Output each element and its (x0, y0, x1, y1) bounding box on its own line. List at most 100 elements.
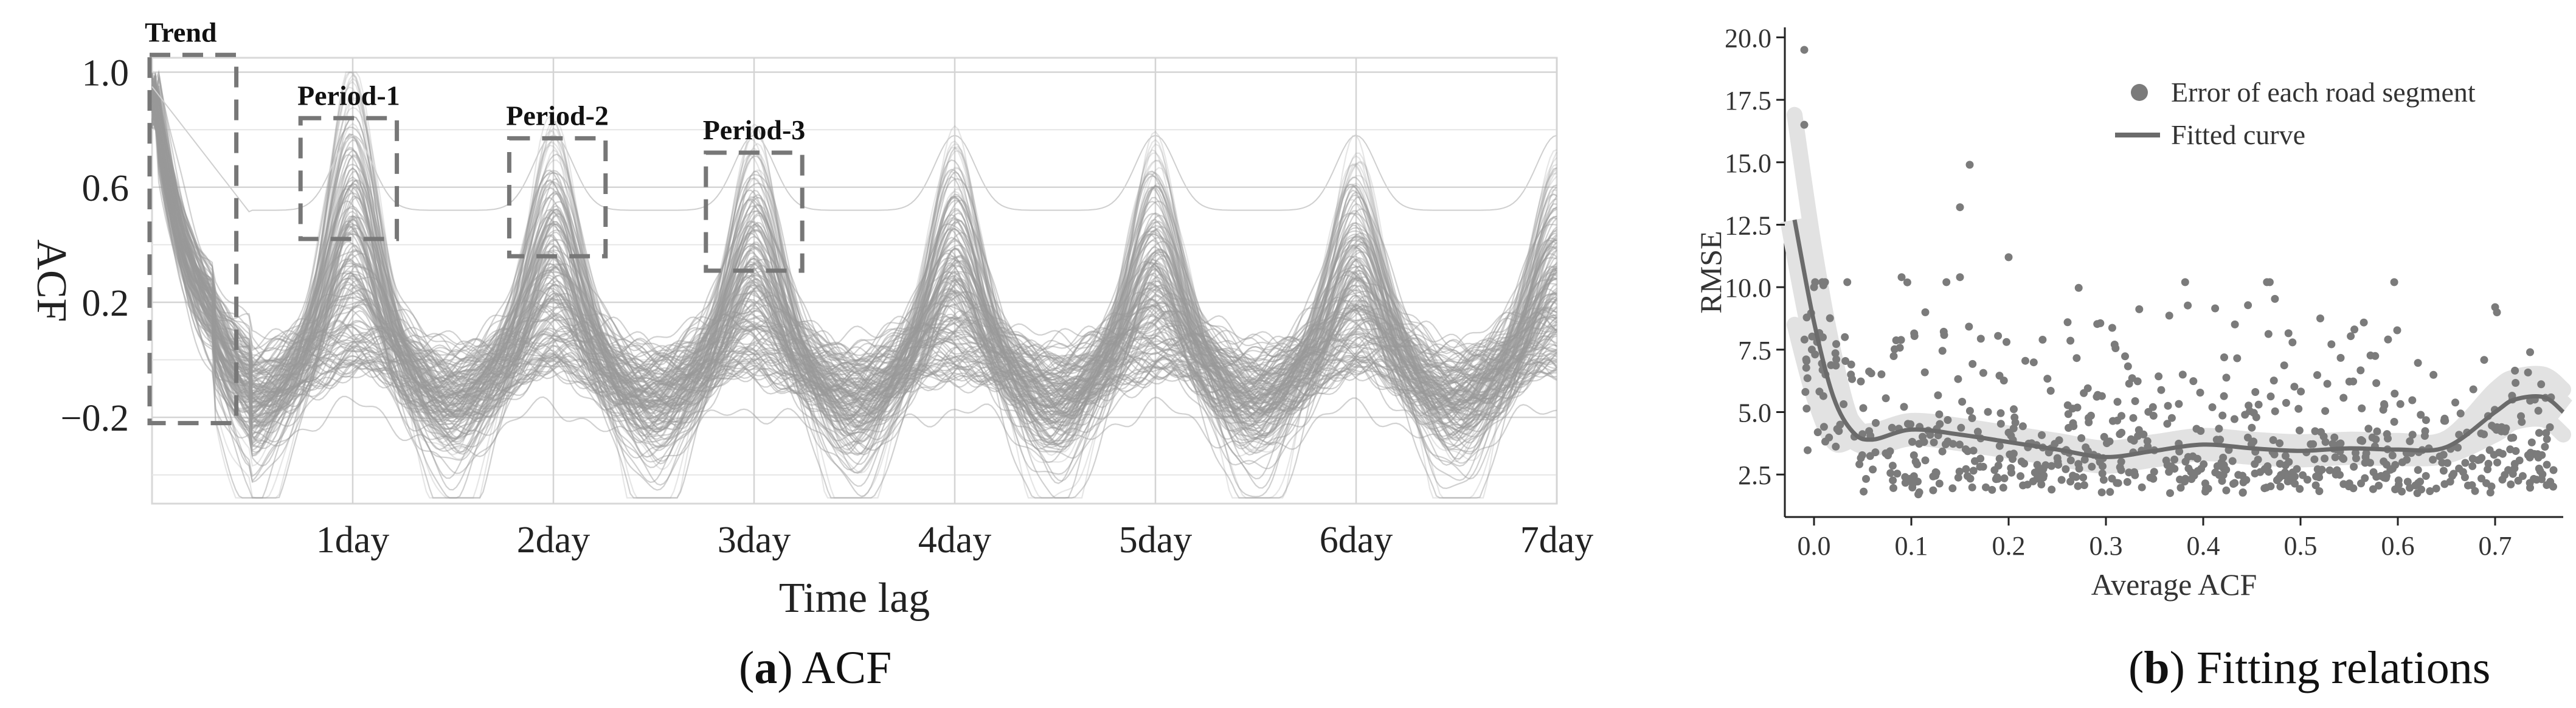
panel-a-acf-curve (151, 78, 1557, 420)
panel-b-scatter-point (2393, 326, 2401, 335)
panel-b-scatter-point (2113, 479, 2121, 487)
panel-b-scatter-point (1994, 462, 2003, 470)
panel-a-acf-curve (151, 75, 1557, 409)
panel-a-acf-curve (151, 122, 1557, 456)
panel-a-annotation-boxes: Trend Period-1 Period-2 Period-3 (145, 16, 805, 426)
panel-b-scatter-point (2131, 471, 2139, 479)
panel-b-scatter-point (2281, 452, 2290, 460)
panel-a-acf-curve (151, 78, 1557, 396)
panel-b-scatter-point-outlier (1956, 273, 1964, 282)
panel-b-scatter-point (2031, 468, 2039, 477)
panel-b-scatter-point-outlier (1810, 283, 1818, 291)
panel-a-acf-curve (151, 94, 1557, 474)
panel-b-scatter-point (2384, 335, 2392, 344)
panel-a-acf-chart: Trend Period-1 Period-2 Period-3 1.0 0.6 0.2 −… (28, 16, 1593, 622)
panel-a-acf-curve (151, 108, 1557, 440)
panel-b-y-axis-label: RMSE (1694, 231, 1728, 313)
panel-a-acf-curve (151, 75, 1557, 415)
panel-a-acf-curve (151, 96, 1557, 395)
panel-a-acf-curve (151, 72, 1557, 381)
panel-b-scatter-point (2125, 468, 2133, 477)
panel-b-scatter-point (2290, 383, 2299, 391)
panel-a-acf-curve (151, 80, 1557, 440)
panel-b-scatter-point (2450, 470, 2458, 478)
panel-b-scatter-point (2321, 438, 2330, 446)
panel-b-scatter-point (1968, 359, 1977, 368)
panel-a-acf-curve (151, 72, 1557, 417)
panel-b-scatter-point (2175, 400, 2183, 408)
panel-a-acf-curve (151, 111, 1557, 411)
panel-b-scatter-point (2018, 422, 2027, 431)
panel-b-scatter-point (1832, 355, 1841, 364)
panel-a-acf-curve (151, 94, 1557, 397)
panel-b-scatter-point-outlier (1897, 273, 1906, 282)
panel-b-scatter-point (2461, 459, 2470, 467)
panel-b-scatter-point (2441, 417, 2450, 425)
panel-b-scatter-point (2375, 481, 2383, 490)
panel-a-acf-curve (151, 114, 1557, 446)
panel-a-acf-curve (151, 102, 1557, 422)
panel-b-scatter-point (1884, 451, 1892, 460)
panel-b-scatter-point (2105, 437, 2114, 446)
panel-b-scatter-point (1913, 460, 1921, 468)
panel-a-acf-curve (151, 116, 1557, 415)
panel-b-scatter-point (2339, 480, 2348, 488)
panel-b-scatter-point (2043, 375, 2052, 383)
panel-a-acf-curve (151, 99, 1557, 401)
panel-a-acf-curve (151, 85, 1557, 374)
panel-b-scatter-point (1995, 454, 2004, 463)
panel-a-acf-curve (151, 105, 1557, 499)
panel-b-scatter-point (2501, 427, 2509, 436)
panel-b-scatter-point (2323, 380, 2332, 388)
panel-a-x-tick-label: 3day (718, 519, 791, 561)
panel-b-scatter-point (2062, 465, 2070, 473)
panel-b-scatter-point (2021, 356, 2029, 365)
panel-b-scatter-point (2230, 415, 2238, 423)
panel-a-acf-curve (151, 74, 1557, 417)
panel-b-scatter-point (2213, 462, 2221, 470)
panel-b-scatter-point (1865, 367, 1874, 376)
panel-b-scatter-point (2422, 416, 2430, 425)
panel-b-scatter-point (2239, 478, 2248, 487)
panel-b-scatter-point (2121, 352, 2129, 361)
panel-b-scatter-point (1872, 418, 1880, 427)
panel-a-acf-curve (151, 80, 1557, 420)
panel-b-scatter-point (2356, 366, 2365, 375)
panel-a-acf-curve (151, 89, 1557, 431)
panel-b-scatter-point (2189, 377, 2198, 386)
panel-b-scatter-point (2220, 392, 2228, 400)
panel-b-scatter-point (1993, 474, 2002, 483)
panel-b-scatter-point (2048, 485, 2056, 494)
panel-a-acf-curve (151, 122, 1557, 390)
panel-b-scatter-point (2080, 481, 2088, 490)
panel-b-scatter-point (2127, 435, 2135, 443)
panel-b-legend: Error of each road segment Fitted curve (2115, 77, 2476, 150)
panel-b-scatter-point (2325, 466, 2334, 474)
panel-b-scatter-point (2000, 474, 2009, 482)
panel-b-scatter-point (2350, 325, 2359, 334)
panel-b-scatter-point (2178, 370, 2187, 379)
panel-b-scatter-point (1969, 446, 1978, 455)
panel-b-scatter-point (1804, 446, 1812, 454)
panel-b-scatter-point (2443, 459, 2451, 467)
panel-b-y-tick-label: 20.0 (1725, 23, 1771, 53)
panel-a-acf-curve-upper (151, 86, 1557, 213)
panel-b-scatter-point (2535, 429, 2543, 437)
panel-b-scatter-point (2007, 464, 2015, 472)
panel-a-acf-curve (151, 104, 1557, 439)
panel-a-acf-curve (151, 72, 1557, 405)
panel-b-scatter-point (1973, 428, 1982, 436)
panel-b-scatter-point (2364, 425, 2373, 433)
panel-a-acf-curve (151, 89, 1557, 423)
panel-b-scatter-point (1940, 331, 1948, 339)
panel-b-scatter-point (1954, 473, 1962, 482)
panel-b-scatter-point (2124, 362, 2132, 370)
panel-b-scatter-point (2533, 450, 2542, 459)
panel-b-scatter-point (2108, 324, 2116, 332)
panel-b-scatter-point (2093, 392, 2101, 401)
panel-b-scatter-point (1903, 278, 1911, 286)
panel-b-scatter-point (2244, 301, 2252, 310)
panel-b-scatter-point (1858, 451, 1866, 459)
panel-a-acf-curve (151, 77, 1557, 404)
panel-b-scatter-point (1802, 404, 1811, 413)
